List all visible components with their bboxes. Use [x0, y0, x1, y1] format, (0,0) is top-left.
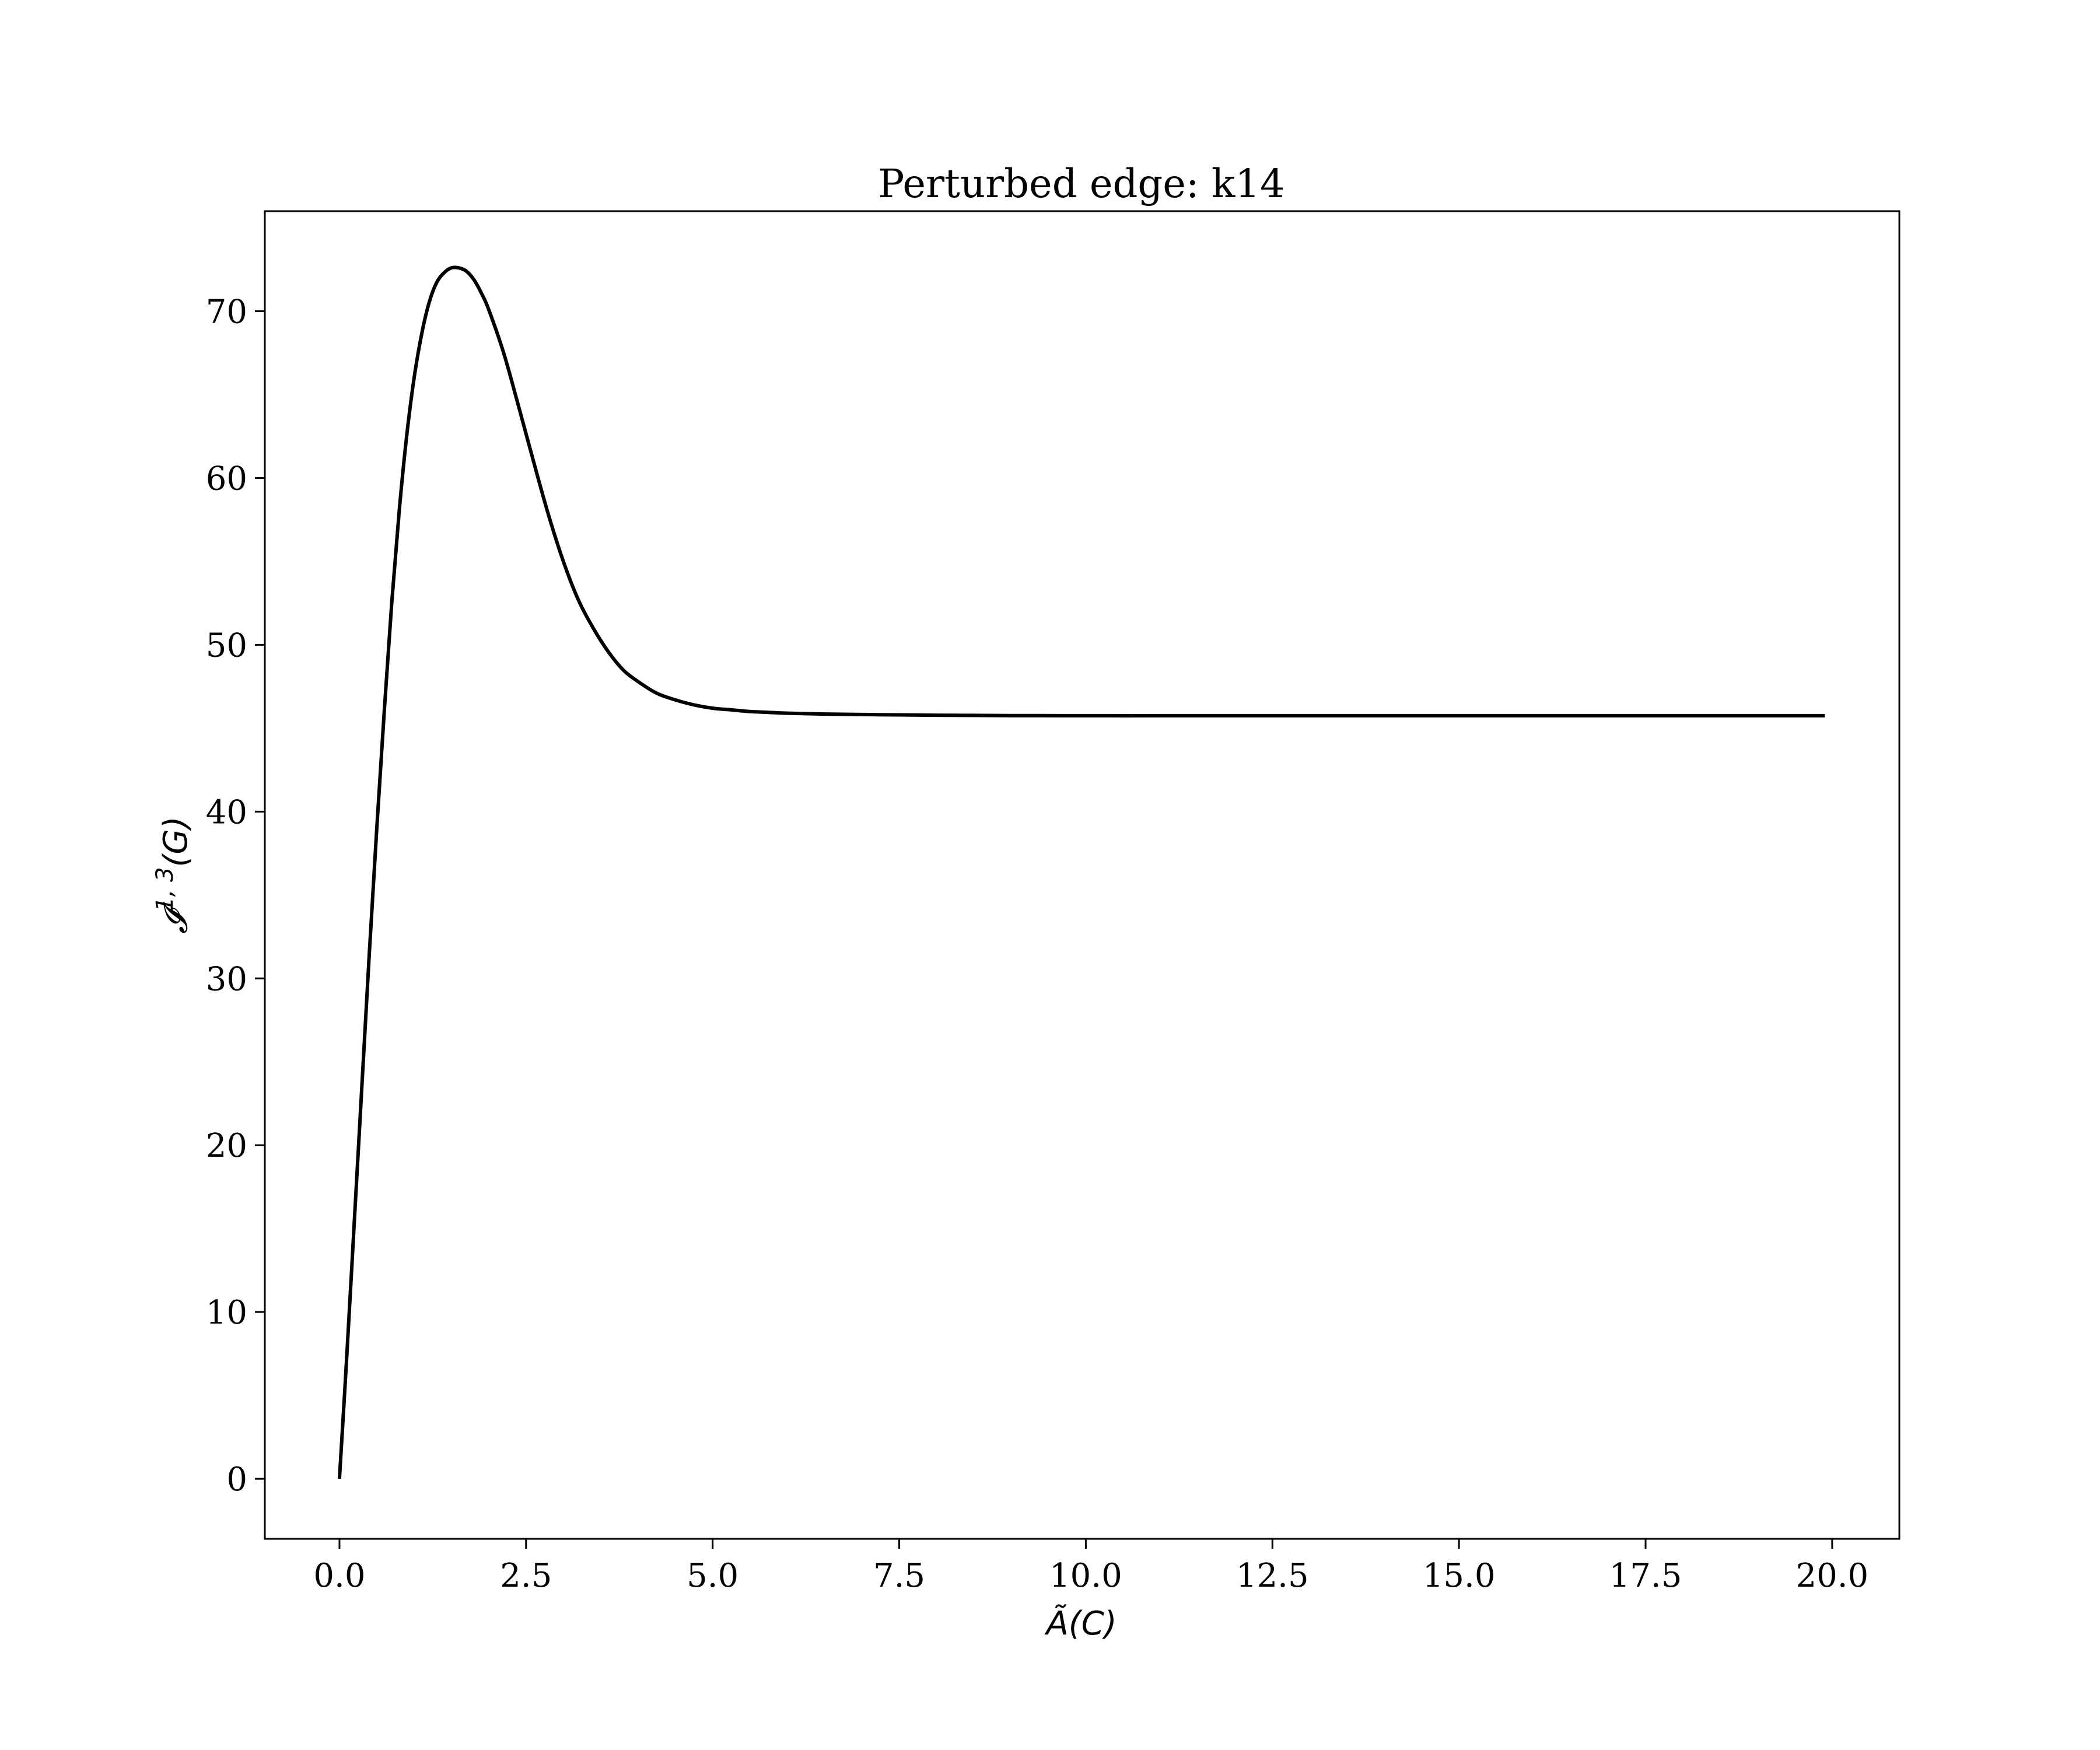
x-tick-label: 7.5 — [873, 1557, 925, 1595]
y-tick-label: 20 — [206, 1127, 247, 1165]
x-tick-label: 0.0 — [313, 1557, 365, 1595]
x-tick-label: 17.5 — [1609, 1557, 1682, 1595]
y-axis-label-superscript: 1, 3 — [152, 867, 178, 911]
x-tick-label: 12.5 — [1236, 1557, 1309, 1595]
x-tick-label: 2.5 — [500, 1557, 552, 1595]
series-line — [337, 265, 1825, 1479]
y-tick-label: 70 — [206, 293, 247, 331]
y-tick-label: 0 — [226, 1461, 247, 1499]
x-axis-ticks: 0.0 2.5 5.0 7.5 10.0 12.5 15.0 17.5 20.0 — [313, 1539, 1868, 1595]
y-tick-label: 30 — [206, 960, 247, 998]
plot-area-frame — [264, 210, 1901, 1540]
y-axis-label-tail: (G) — [157, 816, 195, 867]
chart-title: Perturbed edge: k14 — [878, 161, 1284, 206]
y-tick-label: 10 — [206, 1294, 247, 1332]
y-tick-label: 40 — [206, 793, 247, 831]
x-tick-label: 15.0 — [1423, 1557, 1496, 1595]
x-tick-label: 5.0 — [687, 1557, 738, 1595]
x-tick-label: 10.0 — [1049, 1557, 1122, 1595]
y-axis-ticks: 0 10 20 30 40 50 60 70 — [206, 293, 265, 1499]
y-tick-label: 50 — [206, 626, 247, 664]
x-tick-label: 20.0 — [1796, 1557, 1869, 1595]
x-axis-label: Ã(C) — [1044, 1605, 1116, 1643]
y-tick-label: 60 — [206, 460, 247, 498]
